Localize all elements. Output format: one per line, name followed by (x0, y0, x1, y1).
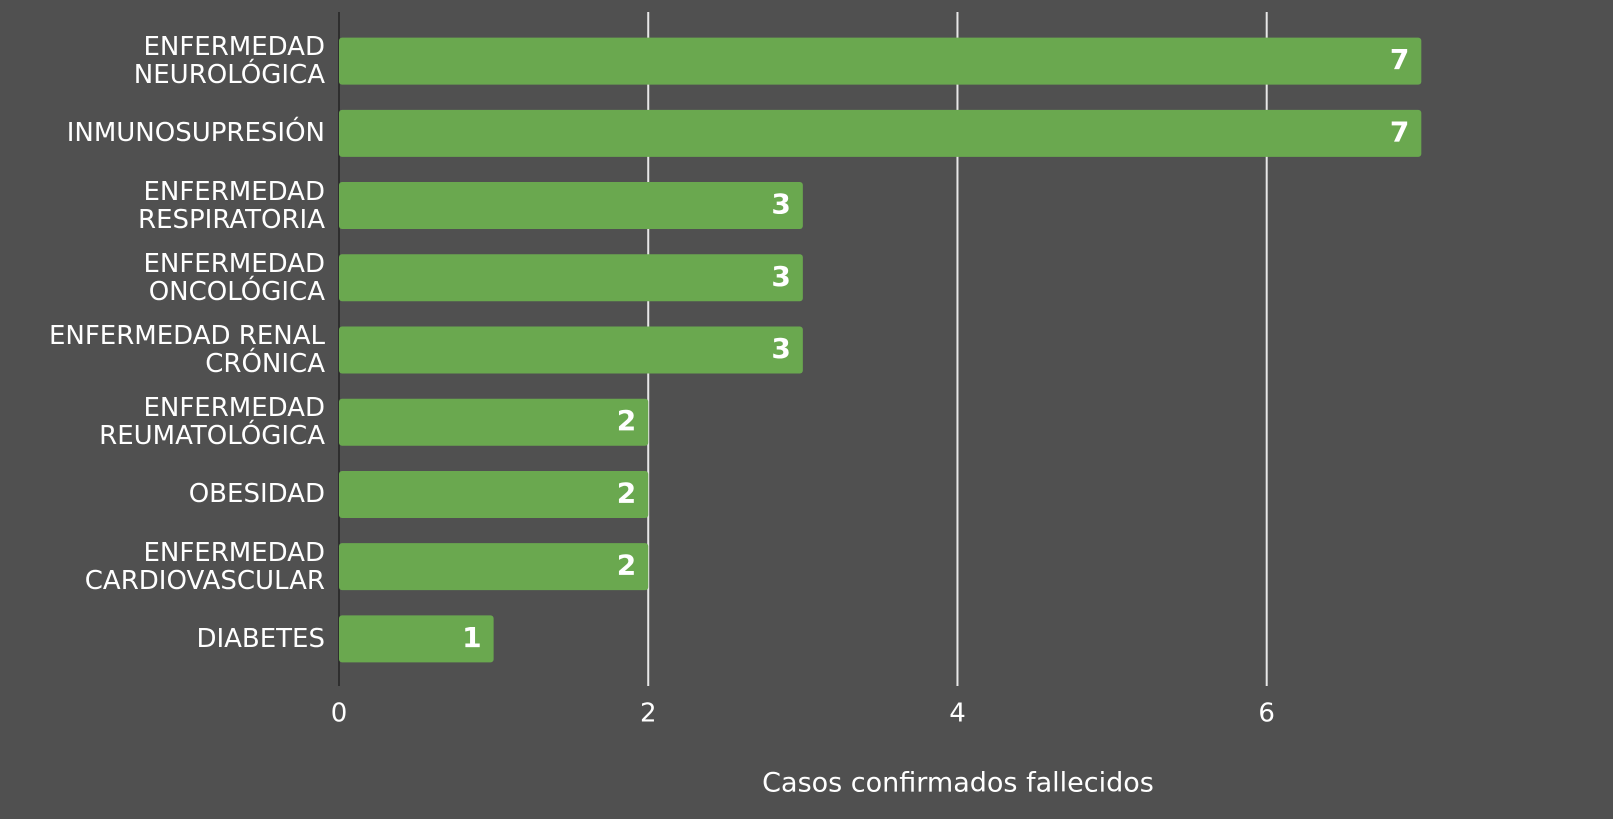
value-label: 3 (771, 332, 790, 365)
y-tick-label: OBESIDAD (188, 479, 325, 510)
x-tick-label: 2 (640, 699, 657, 729)
x-tick-label: 6 (1258, 699, 1275, 729)
x-axis-title: Casos confirmados fallecidos (762, 768, 1154, 799)
value-label: 7 (1390, 43, 1409, 76)
y-tick-label: ENFERMEDAD REUMATOLÓGICA (99, 393, 325, 452)
bar (339, 37, 1422, 85)
value-label: 1 (462, 621, 481, 654)
bar (339, 470, 649, 518)
bar (339, 615, 494, 663)
value-label: 2 (617, 476, 636, 509)
value-label: 2 (617, 549, 636, 582)
y-tick-label: ENFERMEDAD RENAL CRÓNICA (48, 321, 325, 379)
y-tick-label: ENFERMEDAD RESPIRATORIA (138, 176, 325, 235)
value-label: 7 (1390, 115, 1409, 148)
y-tick-label: DIABETES (196, 623, 325, 654)
bar (339, 543, 649, 591)
bar (339, 326, 803, 374)
x-tick-label: 4 (949, 699, 966, 729)
value-label: 3 (771, 188, 790, 221)
y-tick-label: ENFERMEDAD CARDIOVASCULAR (84, 537, 325, 596)
value-label: 2 (617, 404, 636, 437)
y-tick-label: ENFERMEDAD NEUROLÓGICA (133, 32, 325, 91)
value-label: 3 (771, 260, 790, 293)
bar (339, 254, 803, 302)
bar (339, 398, 649, 446)
y-tick-label: ENFERMEDAD ONCOLÓGICA (143, 248, 325, 307)
x-tick-label: 0 (331, 699, 348, 729)
bar (339, 182, 803, 230)
bar (339, 109, 1422, 157)
y-tick-label: INMUNOSUPRESIÓN (66, 118, 325, 149)
